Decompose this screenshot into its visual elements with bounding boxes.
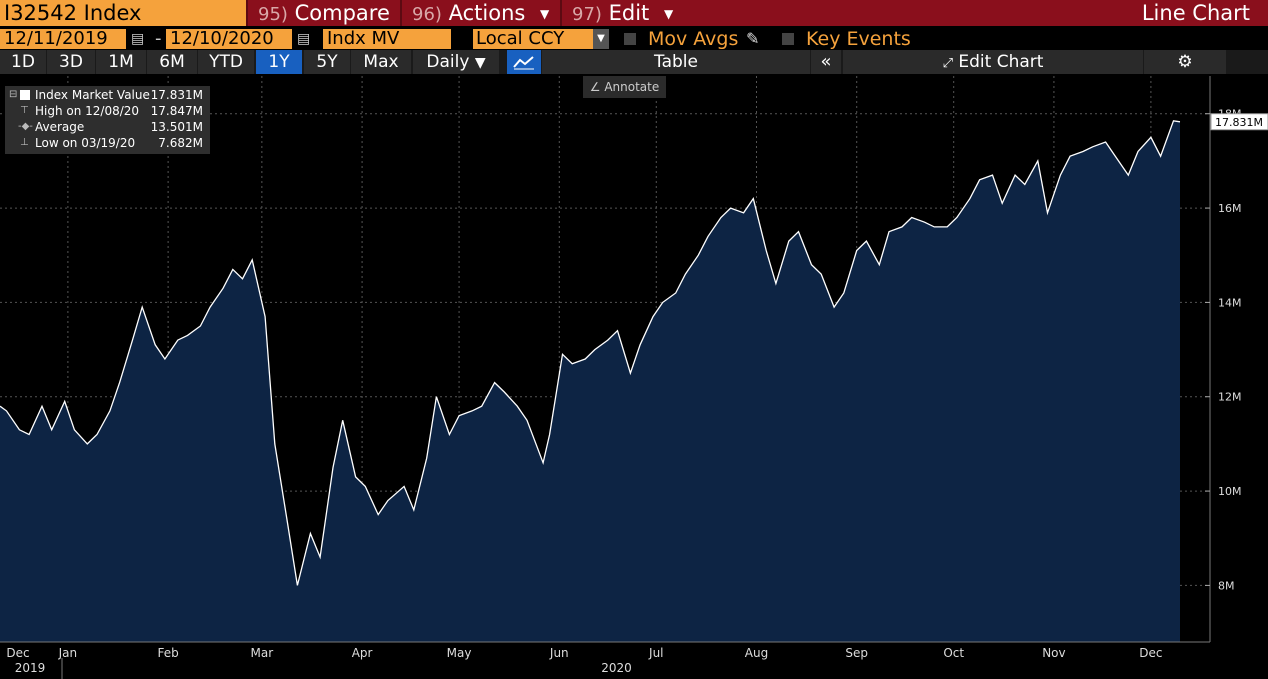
series-swatch — [20, 90, 30, 100]
series-area — [0, 120, 1180, 643]
legend-row: ⊟ Index Market Value 17.831M — [5, 87, 210, 103]
edit-menu-number: 97) — [572, 4, 602, 25]
frequency-label: Daily — [426, 52, 470, 72]
average-icon: -◆- — [18, 121, 33, 132]
legend-name: Low on 03/19/20 — [35, 136, 136, 150]
chevron-down-icon[interactable]: ▼ — [593, 29, 609, 49]
calendar-icon[interactable]: ▤ — [297, 31, 311, 47]
legend-row: -◆- Average 13.501M — [5, 119, 210, 135]
actions-menu-label: Actions — [448, 1, 526, 25]
y-tick-label: 10M — [1218, 485, 1242, 498]
x-tick-label: Oct — [943, 646, 964, 660]
compare-menu-number: 95) — [258, 4, 288, 25]
chevron-down-icon: ▼ — [540, 7, 550, 21]
last-value-label: 17.831M — [1215, 116, 1263, 129]
x-tick-label: Jun — [549, 646, 569, 660]
legend-name: Average — [35, 120, 85, 134]
calendar-icon[interactable]: ▤ — [131, 31, 145, 47]
legend-name: Index Market Value — [35, 88, 150, 102]
edit-chart-button[interactable]: ⤢ Edit Chart — [843, 50, 1143, 74]
x-tick-label: Jul — [648, 646, 663, 660]
annotate-button[interactable]: ∠ Annotate — [583, 76, 666, 98]
edit-menu-label: Edit — [608, 1, 650, 25]
x-tick-label: Feb — [157, 646, 178, 660]
key-events-checkbox[interactable] — [782, 33, 794, 45]
range-5y-button[interactable]: 5Y — [304, 50, 350, 74]
field-selector[interactable]: Indx MV — [323, 29, 451, 49]
title-bar: I32542 Index 95) Compare 96) Actions ▼ 9… — [0, 0, 1268, 26]
edit-menu[interactable]: 97) Edit ▼ — [560, 0, 678, 26]
year-label: 2019 — [15, 661, 46, 675]
legend-box: ⊟ Index Market Value 17.831M ⊤ High on 1… — [5, 86, 210, 154]
frequency-select[interactable]: Daily ▼ — [413, 50, 499, 74]
y-tick-label: 8M — [1218, 579, 1235, 592]
y-tick-label: 16M — [1218, 202, 1242, 215]
x-tick-label: Nov — [1042, 646, 1065, 660]
end-date-field[interactable]: 12/10/2020 — [166, 29, 292, 49]
mov-avgs-checkbox[interactable] — [624, 33, 636, 45]
gear-icon[interactable]: ⚙ — [1144, 50, 1226, 74]
x-tick-label: May — [447, 646, 472, 660]
range-ytd-button[interactable]: YTD — [198, 50, 254, 74]
annotate-label: Annotate — [604, 80, 660, 94]
range-1d-button[interactable]: 1D — [0, 50, 46, 74]
compare-menu[interactable]: 95) Compare — [246, 0, 400, 26]
controls-bar: 12/11/2019 ▤ - 12/10/2020 ▤ Indx MV Loca… — [0, 26, 1268, 50]
y-tick-label: 14M — [1218, 296, 1242, 309]
y-tick-label: 12M — [1218, 391, 1242, 404]
actions-menu-number: 96) — [412, 4, 442, 25]
chevron-down-icon: ▼ — [474, 55, 486, 71]
high-icon: ⊤ — [20, 105, 29, 116]
x-tick-label: Dec — [6, 646, 29, 660]
year-label: 2020 — [601, 661, 632, 675]
chevron-down-icon: ▼ — [663, 7, 674, 21]
range-3d-button[interactable]: 3D — [47, 50, 95, 74]
legend-value: 13.501M — [150, 120, 203, 134]
start-date-field[interactable]: 12/11/2019 — [0, 29, 126, 49]
ticker-field[interactable]: I32542 Index — [0, 0, 246, 26]
range-max-button[interactable]: Max — [351, 50, 411, 74]
legend-value: 17.847M — [150, 104, 203, 118]
compare-menu-label: Compare — [294, 1, 390, 25]
legend-row: ⊤ High on 12/08/20 17.847M — [5, 103, 210, 119]
x-tick-label: Apr — [352, 646, 373, 660]
date-separator: - — [155, 28, 162, 49]
table-button[interactable]: Table — [542, 50, 810, 74]
legend-name: High on 12/08/20 — [35, 104, 140, 118]
edit-chart-label: Edit Chart — [958, 52, 1044, 72]
mov-avgs-label[interactable]: Mov Avgs — [648, 28, 739, 50]
legend-value: 17.831M — [150, 88, 203, 102]
x-tick-label: Aug — [745, 646, 768, 660]
range-1m-button[interactable]: 1M — [96, 50, 146, 74]
range-6m-button[interactable]: 6M — [147, 50, 197, 74]
series-line — [0, 120, 1181, 586]
x-tick-label: Dec — [1139, 646, 1162, 660]
actions-menu[interactable]: 96) Actions ▼ — [400, 0, 560, 26]
collapse-icon[interactable]: « — [811, 50, 841, 74]
collapse-icon[interactable]: ⊟ — [9, 89, 18, 100]
x-tick-label: Jan — [58, 646, 78, 660]
legend-value: 7.682M — [158, 136, 203, 150]
key-events-label[interactable]: Key Events — [806, 28, 911, 50]
line-chart-icon[interactable] — [507, 50, 541, 74]
last-value-box — [1210, 113, 1268, 131]
low-icon: ⊥ — [20, 137, 29, 148]
view-title: Line Chart — [1141, 1, 1250, 25]
legend-row: ⊥ Low on 03/19/20 7.682M — [5, 135, 210, 151]
range-1y-button[interactable]: 1Y — [256, 50, 302, 74]
currency-select[interactable]: Local CCY — [473, 29, 597, 49]
x-axis-band — [0, 642, 1268, 679]
range-toolbar: 1D 3D 1M 6M YTD 1Y 5Y Max Daily ▼ Table … — [0, 50, 1268, 74]
x-tick-label: Sep — [845, 646, 868, 660]
pencil-icon: ∠ — [589, 80, 601, 94]
chart-edit-icon: ⤢ — [942, 56, 953, 71]
pencil-icon[interactable]: ✎ — [746, 29, 760, 48]
x-tick-label: Mar — [251, 646, 274, 660]
